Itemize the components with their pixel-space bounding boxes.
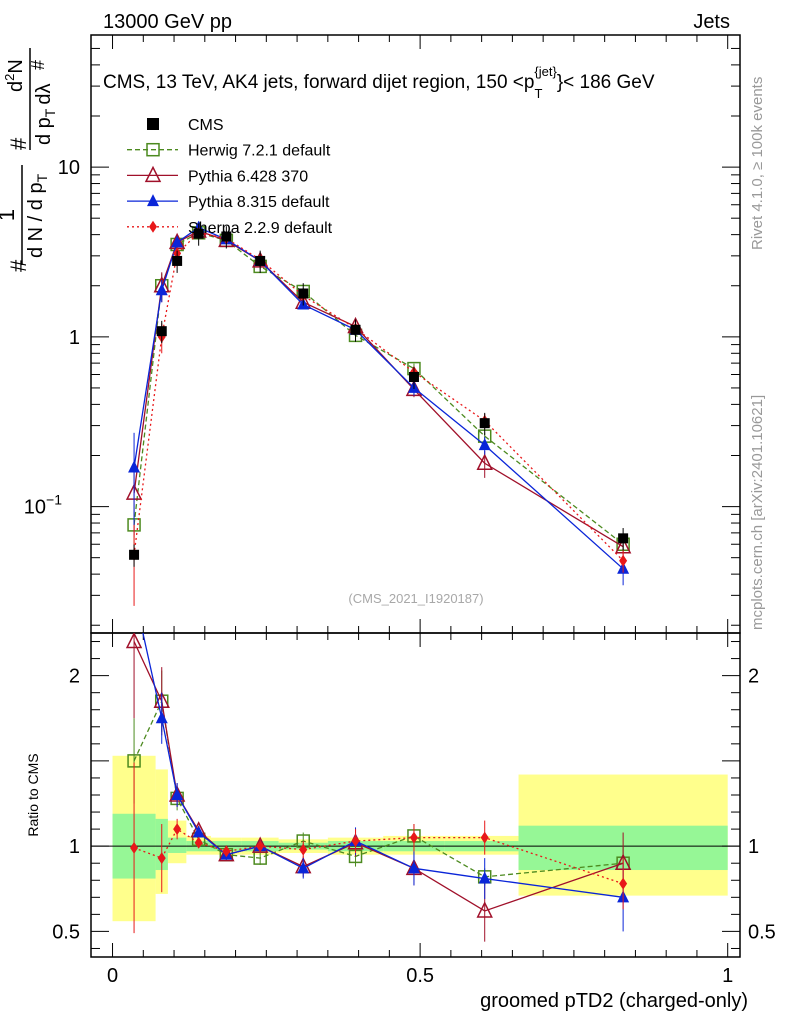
mcplots-label: mcplots.cern.ch [arXiv:2401.10621] bbox=[749, 395, 766, 630]
marker-diamond bbox=[149, 220, 157, 233]
ratio-series-group bbox=[130, 762, 628, 934]
svg-text:d pTdλ: d pTdλ bbox=[33, 84, 58, 146]
y-tick-label: 10−1 bbox=[24, 492, 62, 519]
marker-diamond bbox=[480, 831, 489, 844]
legend-label: CMS bbox=[188, 117, 224, 134]
series-line bbox=[133, 230, 624, 548]
marker-triangle bbox=[171, 788, 184, 800]
series-line bbox=[133, 226, 624, 570]
marker-square bbox=[479, 418, 490, 429]
ratio-y-axis-label: Ratio to CMS bbox=[25, 753, 41, 836]
x-tick-label: 0 bbox=[107, 965, 118, 987]
header-left: 13000 GeV pp bbox=[103, 11, 232, 33]
marker-diamond bbox=[157, 852, 166, 865]
marker-square bbox=[255, 255, 266, 266]
marker-triangle bbox=[128, 460, 141, 473]
analysis-id: (CMS_2021_I1920187) bbox=[348, 591, 483, 606]
green-band-bin bbox=[167, 837, 187, 853]
marker-square bbox=[618, 533, 629, 544]
x-tick-label: 1 bbox=[722, 965, 733, 987]
marker-diamond bbox=[194, 836, 203, 849]
series-line bbox=[133, 232, 624, 562]
series-line bbox=[133, 232, 624, 545]
marker-diamond bbox=[299, 843, 308, 856]
marker-diamond bbox=[130, 841, 139, 854]
svg-text:d N / d pT: d N / d pT bbox=[25, 173, 50, 258]
marker-triangle bbox=[155, 711, 168, 724]
marker-diamond bbox=[256, 840, 265, 853]
marker-diamond bbox=[619, 877, 628, 890]
header-right: Jets bbox=[693, 11, 730, 33]
ratio-y-tick-label: 2 bbox=[69, 666, 80, 688]
marker-diamond bbox=[351, 835, 360, 848]
y-tick-label: 10 bbox=[58, 157, 80, 179]
marker-square bbox=[221, 231, 232, 242]
svg-text:d2N: d2N bbox=[2, 59, 27, 92]
axis-ticks: 0 0.5 1 10−1 1 10 0.5 0.5 1 1 2 2 bbox=[24, 34, 776, 987]
marker-triangle bbox=[192, 825, 205, 838]
legend-label: Pythia 6.428 370 bbox=[188, 168, 308, 185]
marker-square bbox=[172, 255, 183, 266]
marker-square bbox=[298, 288, 309, 299]
marker-triangle bbox=[147, 194, 159, 207]
rivet-version-label: Rivet 4.1.0, ≥ 100k events bbox=[749, 77, 766, 250]
marker-open-triangle bbox=[476, 453, 493, 471]
main-y-axis-label: # 1 d N / d pT # d2N d pTdλ # bbox=[0, 48, 58, 272]
ratio-panel-series bbox=[125, 633, 632, 942]
ratio-y-tick-label-right: 2 bbox=[748, 666, 759, 688]
x-axis-label: groomed pTD2 (charged-only) bbox=[480, 990, 748, 1012]
main-panel-series bbox=[125, 220, 632, 606]
svg-text:#: # bbox=[6, 137, 31, 150]
marker-triangle bbox=[171, 235, 184, 248]
marker-triangle bbox=[155, 283, 168, 296]
ratio-y-tick-label: 0.5 bbox=[52, 921, 80, 943]
marker-open-triangle bbox=[476, 901, 493, 918]
ratio-y-tick-label-right: 1 bbox=[748, 836, 759, 858]
legend-label: Sherpa 2.2.9 default bbox=[188, 220, 333, 237]
legend: CMS Herwig 7.2.1 default Pythia 6.428 370 P… bbox=[127, 117, 333, 237]
marker-open-triangle bbox=[144, 165, 162, 183]
marker-square bbox=[129, 549, 140, 560]
marker-diamond bbox=[409, 831, 418, 844]
marker-square bbox=[147, 118, 159, 130]
marker-triangle bbox=[478, 438, 491, 451]
svg-text:#: # bbox=[6, 259, 31, 272]
marker-square bbox=[408, 371, 419, 382]
marker-open-square bbox=[146, 142, 160, 157]
svg-text:1: 1 bbox=[0, 209, 19, 221]
y-tick-label: 1 bbox=[69, 327, 80, 349]
marker-triangle bbox=[478, 871, 491, 884]
legend-label: Herwig 7.2.1 default bbox=[188, 143, 331, 160]
marker-diamond bbox=[619, 554, 628, 567]
ratio-y-tick-label: 1 bbox=[69, 836, 80, 858]
marker-triangle bbox=[407, 861, 420, 874]
legend-label: Pythia 8.315 default bbox=[188, 194, 330, 211]
marker-square bbox=[193, 228, 204, 239]
svg-text:#: # bbox=[28, 60, 48, 70]
cms-data-points bbox=[129, 223, 629, 567]
marker-square bbox=[156, 326, 167, 337]
marker-triangle bbox=[297, 861, 310, 874]
x-tick-label: 0.5 bbox=[406, 965, 434, 987]
marker-open-triangle bbox=[125, 633, 143, 649]
ratio-y-tick-label-right: 0.5 bbox=[748, 921, 776, 943]
marker-diamond bbox=[222, 845, 231, 858]
marker-diamond bbox=[173, 823, 182, 836]
marker-square bbox=[350, 324, 361, 335]
chart-title: CMS, 13 TeV, AK4 jets, forward dijet reg… bbox=[103, 64, 655, 101]
